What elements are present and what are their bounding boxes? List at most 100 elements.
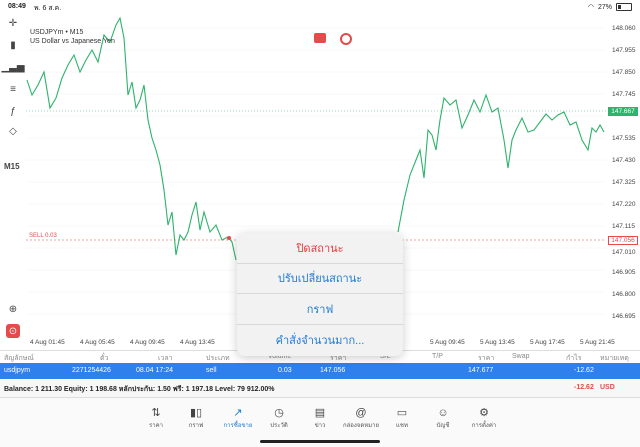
col-sl: S/L [380,353,391,360]
function-icon[interactable]: ƒ [10,105,16,117]
col-tp: T/P [432,353,443,360]
price-tick: 147.745 [612,91,636,98]
balance-text: Balance: 1 211.30 Equity: 1 198.68 หลักป… [4,386,275,393]
arrows-icon: ⇅ [151,407,161,419]
pos-open-price: 147.056 [320,367,346,374]
time-tick: 4 Aug 05:45 [80,339,115,346]
col-comment: หมายเหตุ [600,355,629,362]
pos-type: sell [206,367,217,374]
one-click-trading [314,33,352,45]
nav-settings[interactable]: ⚙ การตั้งค่า [464,406,504,430]
nav-label: การซื้อขาย [223,423,253,429]
time-tick: 4 Aug 09:45 [130,339,165,346]
chart-toolbar: ✛ ▮ ▁▃▅ ≡ ƒ ◇ M15 ⊕ ⊙ [0,14,26,344]
nav-chart[interactable]: ▮▯ กราฟ [176,406,216,430]
chart-symbol: USDJPYm • M15 [30,29,84,36]
pos-volume: 0.03 [278,367,292,374]
price-tick: 147.220 [612,201,636,208]
crosshair-icon[interactable]: ✛ [8,17,18,29]
pos-current-price: 147.677 [468,367,494,374]
nav-account[interactable]: ☺ บัญชี [423,406,463,430]
price-tick: 147.430 [612,157,636,164]
price-tick: 147.115 [612,223,636,230]
nav-quotes[interactable]: ⇅ ราคา [136,406,176,430]
nav-history[interactable]: ◷ ประวัติ [259,406,299,430]
price-tick: 148.060 [612,25,636,32]
close-position-item[interactable]: ปิดสถานะ [237,233,403,264]
settings-icon: ⚙ [479,407,489,419]
time-tick: 4 Aug 01:45 [30,339,65,346]
col-profit: กำไร [566,355,582,362]
price-line [26,16,237,261]
col-time: เวลา [158,355,173,362]
history-icon: ◷ [274,407,284,419]
bulk-operations-item[interactable]: คำสั่งจำนวนมาก... [275,334,365,347]
time-tick: 5 Aug 17:45 [530,339,565,346]
nav-label: การตั้งค่า [471,423,497,429]
zoom-icon[interactable]: ⊕ [8,303,18,315]
trade-panel-icon[interactable]: ⊙ [6,324,20,338]
total-profit: -12.62 [574,384,594,391]
chart-description: US Dollar vs Japanese Yen [30,38,115,45]
entry-marker [227,236,231,240]
currency: USD [600,384,615,391]
candles-icon[interactable]: ▮ [10,39,16,51]
col-volume: Volume [268,353,292,360]
price-tick: 147.325 [612,179,636,186]
indicators-icon[interactable]: ≡ [10,83,16,95]
news-icon: ▤ [314,407,326,419]
chart-item[interactable]: กราฟ [237,294,403,325]
nav-label: ข่าว [314,423,326,429]
balance-bar: Balance: 1 211.30 Equity: 1 198.68 หลักป… [0,380,640,398]
price-tick: 147.850 [612,69,636,76]
time-tick: 5 Aug 09:45 [430,339,465,346]
nav-label: กล่องจดหมาย [342,423,380,429]
nav-label: แชท [396,423,408,429]
timeframe-label[interactable]: M15 [4,162,20,171]
col-current-price: ราคา [478,355,495,362]
volume-icon[interactable]: ▁▃▅ [1,61,25,73]
sell-order-label[interactable]: SELL 0.03 [29,233,57,239]
pos-time: 08.04 17:24 [136,367,173,374]
pos-symbol: usdjpym [4,367,31,374]
nav-label: ประวัติ [270,423,288,429]
price-line-right [397,93,605,233]
price-tick: 146.800 [612,291,636,298]
nav-label: กราฟ [188,423,204,429]
modify-position-item[interactable]: ปรับเปลี่ยนสถานะ [237,264,403,294]
home-indicator [260,440,380,443]
trade-icon: ↗ [233,407,243,419]
status-bar: 08:49 พ. 6 ส.ค. ◠ 27% [0,0,640,14]
nav-chat[interactable]: ▭ แชท [382,406,422,430]
battery-percent: 27% [597,3,612,11]
col-ticket: ตั๋ว [100,355,109,362]
candles-icon: ▮▯ [189,407,203,419]
buy-circle-icon[interactable] [340,33,352,45]
col-swap: Swap [512,353,530,360]
price-tick: 147.535 [612,135,636,142]
price-tick: 146.905 [612,269,636,276]
sell-price-tag: 147.056 [608,236,638,245]
price-tick: 147.010 [612,249,636,256]
status-date: พ. 6 ส.ค. [34,5,62,12]
price-tick: 147.955 [612,47,636,54]
time-tick: 4 Aug 13:45 [180,339,215,346]
objects-icon[interactable]: ◇ [9,125,17,137]
position-context-menu: ปิดสถานะ ปรับเปลี่ยนสถานะ กราฟ คำสั่งจำน… [237,233,403,356]
time-tick: 5 Aug 21:45 [580,339,615,346]
bid-price-tag: 147.667 [608,107,638,116]
pos-ticket: 2271254426 [72,367,111,374]
status-right: ◠ 27% [588,3,632,11]
nav-label: ราคา [149,423,163,429]
col-symbol: สัญลักษณ์ [4,355,34,362]
col-price: ราคา [330,355,347,362]
nav-trade[interactable]: ↗ การซื้อขาย [218,406,258,430]
position-row[interactable]: usdjpym 2271254426 08.04 17:24 sell 0.03… [0,363,640,379]
sell-flag-icon[interactable] [314,33,326,43]
time-tick: 5 Aug 13:45 [480,339,515,346]
time-axis: 4 Aug 01:45 4 Aug 05:45 4 Aug 09:45 4 Au… [0,339,640,349]
nav-news[interactable]: ▤ ข่าว [300,406,340,430]
nav-mailbox[interactable]: @ กล่องจดหมาย [341,406,381,430]
nav-label: บัญชี [436,423,450,429]
price-tick: 146.695 [612,313,636,320]
